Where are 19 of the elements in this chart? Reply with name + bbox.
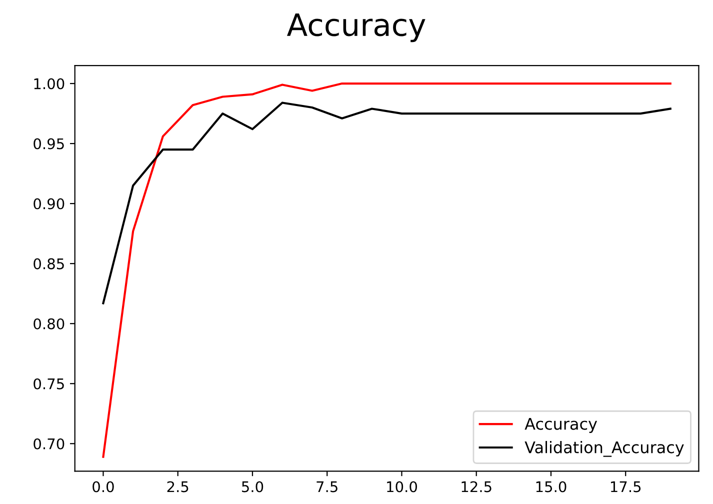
x-tick-label: 17.5 — [610, 481, 641, 492]
y-tick-label: 0.85 — [34, 258, 64, 270]
chart-title: Accuracy — [286, 14, 426, 42]
x-tick-label: 2.5 — [167, 481, 188, 492]
y-tick-label: 0.70 — [34, 438, 64, 450]
y-tick-label: 0.80 — [34, 318, 64, 330]
y-tick-label: 0.95 — [34, 138, 64, 150]
legend-label: Accuracy — [524, 418, 598, 433]
y-tick-label: 0.75 — [34, 378, 64, 390]
x-tick-label: 12.5 — [462, 481, 492, 492]
x-tick-label: 0.0 — [92, 481, 114, 492]
y-tick-label: 1.00 — [34, 78, 64, 90]
legend-label: Validation_Accuracy — [524, 440, 684, 457]
x-tick-label: 15.0 — [536, 481, 566, 492]
x-tick-label: 7.5 — [316, 481, 338, 492]
x-tick-label: 5.0 — [242, 481, 264, 492]
y-tick-label: 0.90 — [34, 198, 64, 210]
x-tick-label: 10.0 — [387, 481, 417, 492]
line-series — [102, 102, 672, 304]
